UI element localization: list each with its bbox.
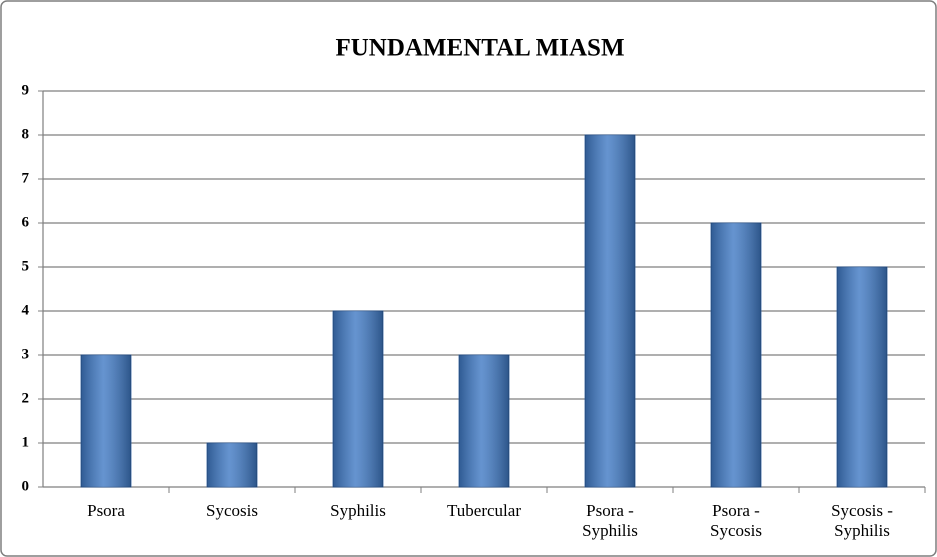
- bar-shading: [81, 355, 131, 487]
- chart-title: FUNDAMENTAL MIASM: [335, 35, 624, 62]
- y-tick-label: 0: [22, 478, 30, 494]
- y-tick-label: 8: [22, 126, 30, 142]
- y-tick-label: 5: [22, 258, 30, 274]
- y-tick-label: 3: [22, 346, 30, 362]
- y-tick-label: 6: [22, 214, 30, 230]
- x-tick-label: Syphilis: [330, 501, 386, 520]
- x-tick-label: Psora - Syphilis: [582, 501, 638, 540]
- bar-shading: [333, 311, 383, 487]
- y-tick-label: 9: [22, 82, 30, 98]
- bar-shading: [459, 355, 509, 487]
- y-tick-label: 4: [22, 302, 30, 318]
- x-tick-label: Sycosis: [206, 501, 258, 520]
- y-tick-label: 7: [22, 170, 30, 186]
- y-tick-label: 2: [22, 390, 30, 406]
- x-tick-label: Sycosis - Syphilis: [831, 501, 893, 540]
- x-tick-label: Tubercular: [447, 501, 521, 520]
- bar-shading: [207, 443, 257, 487]
- x-tick-label: Psora - Sycosis: [710, 501, 762, 540]
- bar-shading: [585, 135, 635, 487]
- x-tick-label: Psora: [87, 501, 125, 520]
- bar-shading: [837, 267, 887, 487]
- bar-shading: [711, 223, 761, 487]
- y-tick-label: 1: [22, 434, 30, 450]
